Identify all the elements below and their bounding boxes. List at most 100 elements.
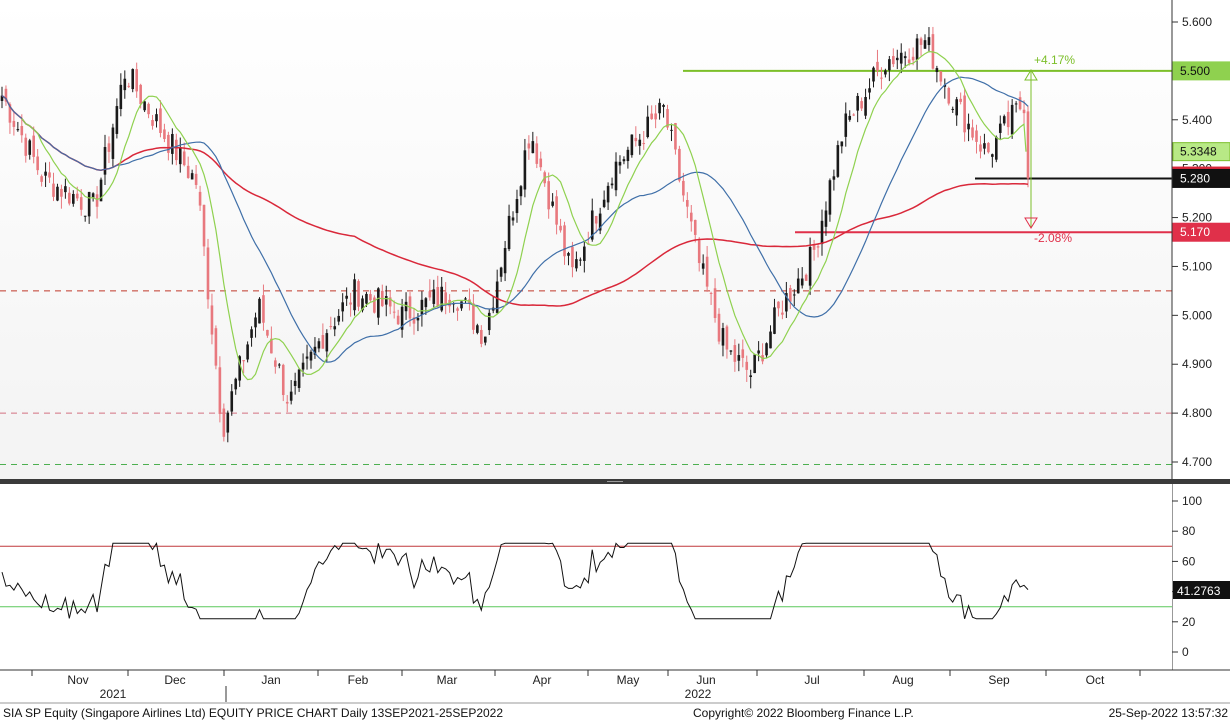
candle-body bbox=[139, 84, 142, 105]
candle-body bbox=[995, 136, 998, 160]
candle-body bbox=[757, 350, 760, 354]
month-label: Mar bbox=[437, 673, 458, 687]
candle-body bbox=[911, 56, 915, 61]
candle-body bbox=[515, 199, 519, 214]
candle-body bbox=[424, 298, 428, 308]
candle-body bbox=[590, 210, 594, 240]
candle-body bbox=[579, 259, 582, 261]
osc-tick-label: 80 bbox=[1182, 524, 1196, 538]
candle-body bbox=[238, 356, 241, 381]
candle-body bbox=[234, 378, 238, 390]
candle-body bbox=[697, 240, 701, 264]
candle-body bbox=[8, 104, 12, 123]
candle-body bbox=[610, 183, 614, 186]
candle-body bbox=[309, 351, 313, 361]
candle-body bbox=[820, 220, 824, 245]
candle-body bbox=[79, 197, 83, 210]
candle-body bbox=[361, 298, 364, 311]
candle-body bbox=[769, 331, 772, 349]
level-tag-bg bbox=[1172, 168, 1230, 188]
support-resistance-levels bbox=[0, 69, 1172, 465]
chart-title: SIA SP Equity (Singapore Airlines Ltd) E… bbox=[3, 706, 503, 720]
month-label: Oct bbox=[1086, 673, 1105, 687]
candle-body bbox=[666, 109, 669, 128]
candle-body bbox=[190, 173, 194, 180]
month-label: Jan bbox=[261, 673, 280, 687]
candlesticks bbox=[0, 26, 1030, 443]
candle-body bbox=[594, 216, 598, 224]
candle-body bbox=[959, 98, 962, 102]
candle-body bbox=[598, 213, 602, 231]
candle-body bbox=[753, 354, 756, 374]
candle-body bbox=[876, 61, 879, 71]
candle-body bbox=[285, 401, 289, 404]
candle-body bbox=[171, 133, 174, 154]
oscillator-last-tag: 41.2763 bbox=[1173, 581, 1230, 599]
candle-body bbox=[341, 302, 344, 312]
candle-body bbox=[56, 186, 59, 201]
candle-body bbox=[583, 246, 586, 261]
candle-body bbox=[721, 328, 725, 346]
candle-body bbox=[745, 361, 749, 370]
candle-body bbox=[654, 113, 657, 120]
candle-body bbox=[392, 311, 396, 313]
month-label: May bbox=[617, 673, 640, 687]
candle-body bbox=[135, 69, 138, 92]
candle-body bbox=[967, 123, 970, 130]
month-label: Sep bbox=[988, 673, 1010, 687]
candle-body bbox=[531, 141, 535, 154]
candle-body bbox=[349, 302, 352, 305]
level-tag-label: 5.500 bbox=[1180, 64, 1210, 78]
moving-average-short bbox=[21, 50, 1027, 381]
candle-body bbox=[800, 278, 804, 286]
candle-body bbox=[147, 103, 150, 115]
candle-body bbox=[892, 56, 895, 65]
candle-body bbox=[741, 349, 745, 358]
candle-body bbox=[682, 180, 685, 196]
candle-body bbox=[812, 244, 816, 250]
candle-body bbox=[686, 200, 689, 207]
level-tag-label: 5.3348 bbox=[1180, 145, 1217, 159]
candle-body bbox=[547, 181, 550, 210]
candle-body bbox=[400, 306, 404, 330]
candle-body bbox=[836, 145, 840, 177]
candle-body bbox=[749, 375, 753, 378]
candle-body bbox=[511, 217, 515, 221]
candle-body bbox=[951, 108, 955, 110]
candle-body bbox=[151, 120, 154, 126]
copyright: Copyright© 2022 Bloomberg Finance L.P. bbox=[693, 706, 914, 720]
level-tag-bg bbox=[1172, 222, 1230, 242]
candle-body bbox=[24, 137, 28, 156]
candle-body bbox=[1010, 104, 1014, 135]
candle-body bbox=[87, 191, 91, 217]
candle-body bbox=[301, 362, 305, 370]
candle-body bbox=[658, 102, 661, 114]
candle-body bbox=[436, 287, 440, 307]
month-label: Jun bbox=[696, 673, 715, 687]
candle-body bbox=[456, 308, 459, 311]
candle-body bbox=[210, 305, 214, 335]
candle-body bbox=[880, 77, 883, 79]
candle-body bbox=[64, 186, 67, 193]
candle-body bbox=[955, 99, 958, 116]
candle-body bbox=[622, 159, 626, 162]
candle-body bbox=[852, 114, 855, 116]
candle-body bbox=[713, 288, 717, 319]
candle-body bbox=[840, 141, 844, 147]
candle-body bbox=[824, 210, 828, 227]
candle-body bbox=[535, 143, 539, 164]
candle-body bbox=[329, 325, 333, 328]
candle-body bbox=[860, 101, 863, 109]
candle-body bbox=[36, 156, 39, 171]
candle-body bbox=[983, 143, 986, 149]
candle-body bbox=[789, 288, 792, 302]
candle-body bbox=[503, 248, 507, 274]
candle-body bbox=[1014, 103, 1018, 105]
candle-body bbox=[903, 56, 907, 59]
candle-body bbox=[971, 127, 974, 138]
candle-body bbox=[163, 129, 166, 140]
candle-body bbox=[0, 95, 4, 101]
price-tick-label: 4.700 bbox=[1182, 455, 1212, 469]
candle-body bbox=[872, 67, 875, 82]
